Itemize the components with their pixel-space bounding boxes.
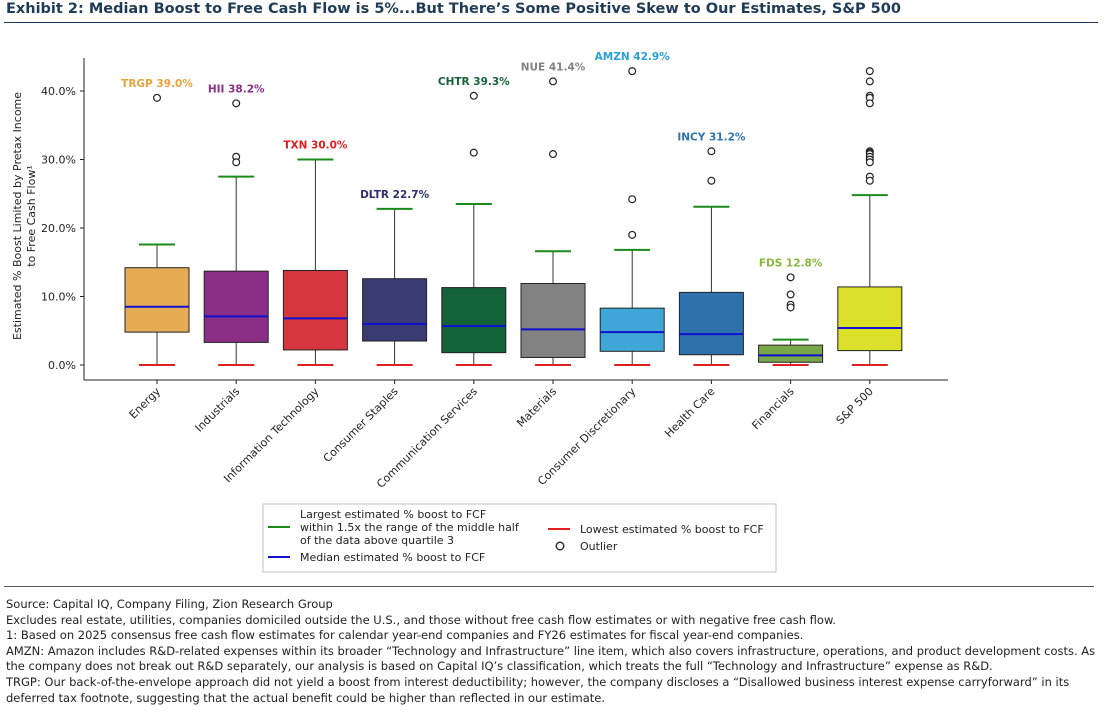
x-category-label: Consumer Staples xyxy=(321,385,401,465)
box-iqr xyxy=(362,278,428,342)
exhibit-title: Exhibit 2: Median Boost to Free Cash Flo… xyxy=(6,1,901,17)
outlier-point xyxy=(469,148,478,157)
x-category-label: Health Care xyxy=(662,385,717,440)
max-annotation: HII 38.2% xyxy=(208,83,265,95)
outlier-point xyxy=(153,93,162,102)
max-annotation: AMZN 42.9% xyxy=(595,51,671,63)
box-iqr xyxy=(282,269,348,351)
trgp-note: TRGP: Our back-of-the-envelope approach … xyxy=(6,674,1070,705)
title-divider xyxy=(4,22,1098,23)
x-category-label: Materials xyxy=(514,385,559,430)
exclusions-note: Excludes real estate, utilities, compani… xyxy=(6,612,836,627)
x-category-label: Industrials xyxy=(193,385,243,435)
outlier-point xyxy=(548,150,557,159)
box-iqr xyxy=(837,286,903,352)
box-plot-chart: 0.0% 10.0% 20.0% 30.0% 40.0% Energy Industrial… xyxy=(11,51,948,573)
outlier-point xyxy=(469,91,478,100)
footnote-1: 1: Based on 2025 consensus free cash flo… xyxy=(6,628,804,643)
y-tick-label: 0.0% xyxy=(48,359,76,372)
max-annotation: CHTR 39.3% xyxy=(438,76,510,88)
box-iqr xyxy=(124,267,190,333)
amzn-note: AMZN: Amazon includes R&D-related expens… xyxy=(6,643,1096,674)
annotations: TRGP 39.0% HII 38.2% TXN 30.0% DLTR 22.7% CH… xyxy=(121,51,823,269)
source-note: Source: Capital IQ, Company Filing, Zion… xyxy=(6,597,333,611)
outlier-point xyxy=(786,273,795,282)
legend-max-label-line1: Largest estimated % boost to FCF xyxy=(300,508,486,521)
y-tick-label: 20.0% xyxy=(41,222,76,235)
outlier-point xyxy=(628,230,637,239)
outlier-point xyxy=(707,176,716,185)
max-annotation: INCY 31.2% xyxy=(677,131,746,143)
legend-max-label-line2: within 1.5x the range of the middle half xyxy=(300,521,520,534)
max-annotation: TXN 30.0% xyxy=(283,140,348,152)
outlier-point xyxy=(865,158,874,167)
y-tick-label: 30.0% xyxy=(41,154,76,167)
outlier-point xyxy=(786,290,795,299)
max-annotation: NUE 41.4% xyxy=(521,61,586,73)
outlier-point xyxy=(548,77,557,86)
max-annotation: FDS 12.8% xyxy=(759,257,823,269)
legend-min-label: Lowest estimated % boost to FCF xyxy=(580,523,764,536)
y-axis-label-line1: Estimated % Boost Limited by Pretax Inco… xyxy=(11,92,24,340)
box-iqr xyxy=(678,291,744,356)
outlier-point xyxy=(865,176,874,185)
x-category-label: Energy xyxy=(127,385,164,422)
legend-outlier-label: Outlier xyxy=(580,540,618,553)
x-category-label: Financials xyxy=(749,385,796,432)
box-iqr xyxy=(758,344,824,363)
outlier-point xyxy=(628,195,637,204)
boxes xyxy=(124,67,903,366)
outlier-point xyxy=(707,147,716,156)
outlier-point xyxy=(786,303,795,312)
x-category-label: S&P 500 xyxy=(834,385,876,427)
box-iqr xyxy=(520,282,586,358)
legend-frame xyxy=(262,503,777,573)
y-tick-label: 40.0% xyxy=(41,85,76,98)
outlier-point xyxy=(865,77,874,86)
outlier-point xyxy=(232,99,241,108)
max-annotation: TRGP 39.0% xyxy=(121,78,193,90)
y-tick-label: 10.0% xyxy=(41,291,76,304)
notes-section: Source: Capital IQ, Company Filing, Zion… xyxy=(6,597,1096,706)
legend-max-label-line3: of the data above quartile 3 xyxy=(300,534,454,547)
box-iqr xyxy=(599,307,665,352)
legend-outlier-marker xyxy=(555,541,565,551)
legend: Largest estimated % boost to FCF within … xyxy=(262,503,777,573)
y-axis-label-line2: to Free Cash Flow¹ xyxy=(25,165,38,267)
outlier-point xyxy=(865,99,874,108)
outlier-point xyxy=(628,67,637,76)
box-iqr xyxy=(203,270,269,343)
outlier-point xyxy=(865,67,874,76)
footer-divider xyxy=(4,586,1094,587)
outlier-point xyxy=(232,158,241,167)
max-annotation: DLTR 22.7% xyxy=(360,189,429,201)
legend-median-label: Median estimated % boost to FCF xyxy=(300,551,485,564)
box-iqr xyxy=(441,287,507,354)
